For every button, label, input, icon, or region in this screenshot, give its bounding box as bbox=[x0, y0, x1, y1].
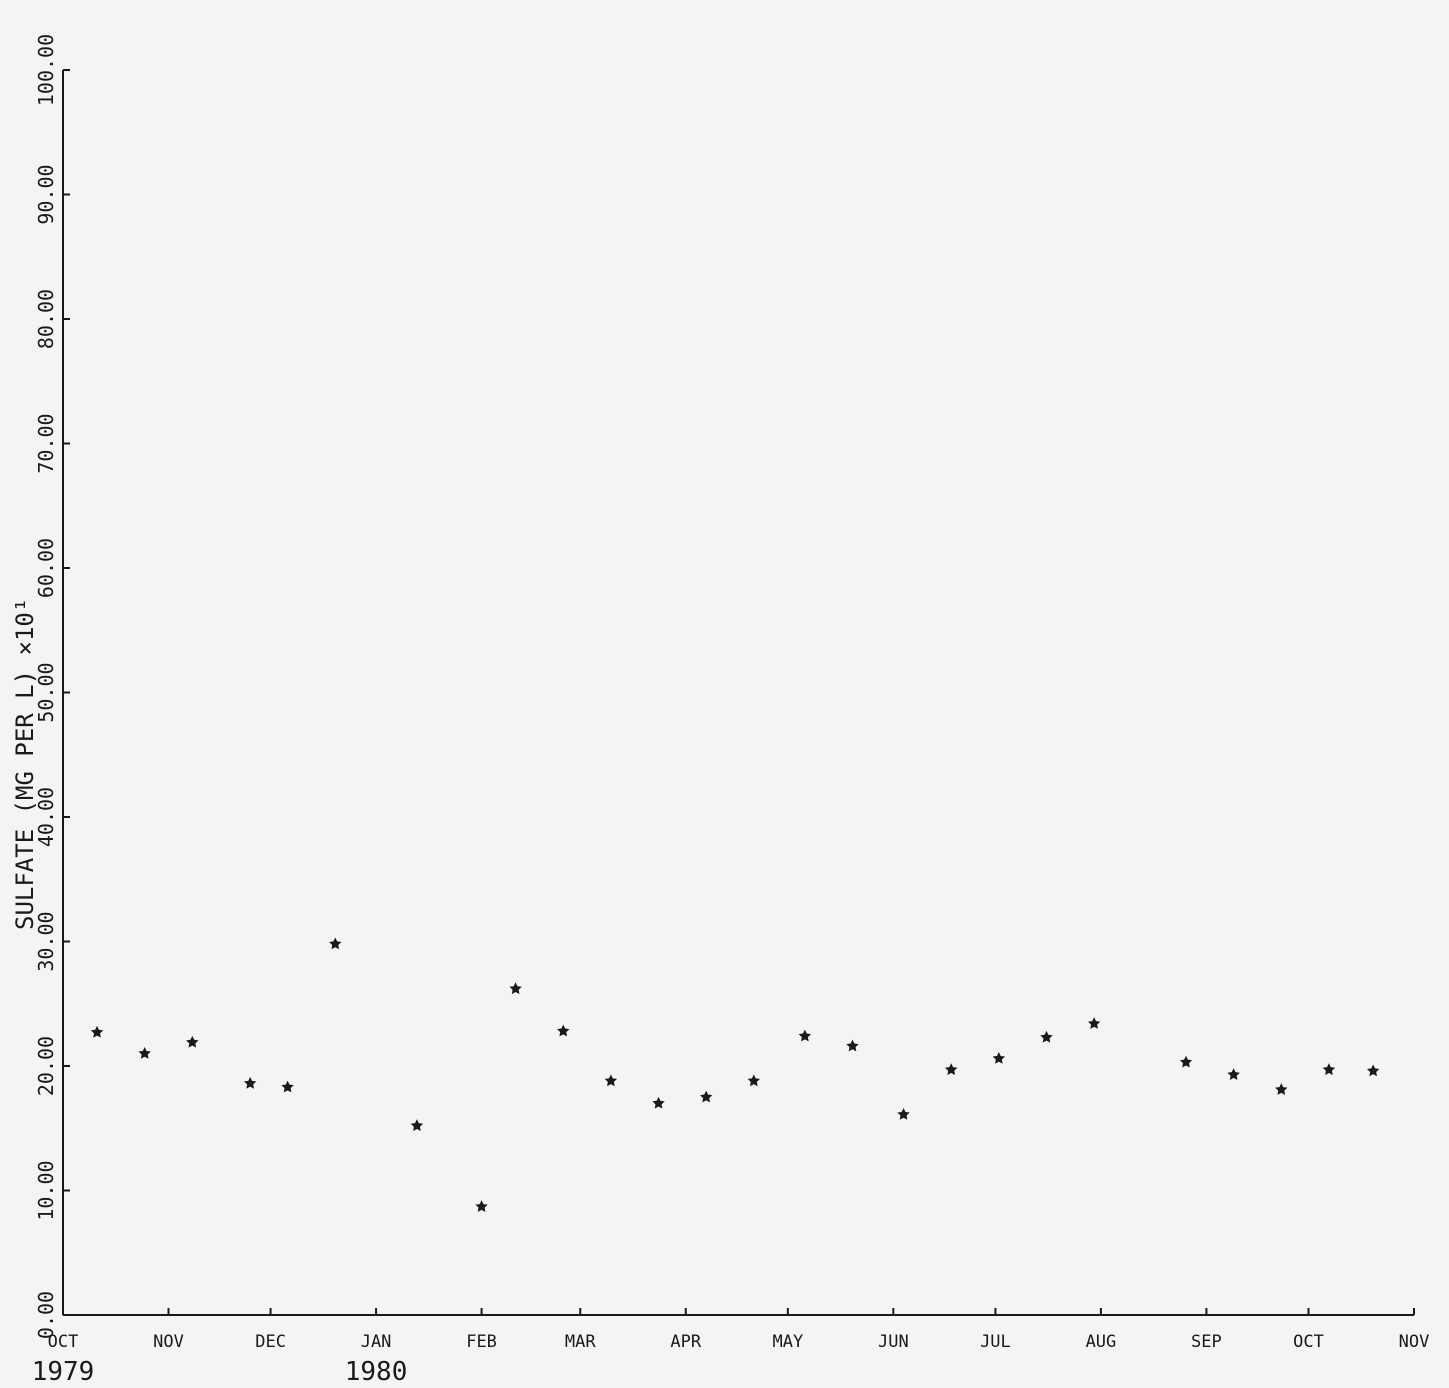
data-point bbox=[475, 1200, 488, 1212]
y-tick-label: 60.00 bbox=[34, 538, 58, 598]
y-tick-label: 30.00 bbox=[34, 911, 58, 971]
x-tick-label: AUG bbox=[1086, 1332, 1117, 1352]
data-point bbox=[846, 1039, 859, 1052]
x-tick-label: JUN bbox=[878, 1332, 909, 1352]
x-tick-label: JAN bbox=[361, 1332, 392, 1352]
data-point bbox=[243, 1076, 257, 1089]
y-tick-label: 90.00 bbox=[34, 164, 58, 224]
data-point bbox=[186, 1035, 199, 1048]
data-point bbox=[329, 937, 342, 950]
x-tick-label: OCT bbox=[1293, 1332, 1324, 1352]
data-point bbox=[1179, 1055, 1193, 1068]
x-ticks: OCT NOV DEC JAN FEB MAR APR MAY JUN JUL AUG SEP OCT N… bbox=[48, 1308, 1430, 1352]
data-point bbox=[138, 1047, 151, 1059]
data-point bbox=[1227, 1068, 1240, 1080]
x-tick-label: MAY bbox=[772, 1332, 803, 1352]
y-tick-label: 40.00 bbox=[34, 787, 58, 847]
y-tick-label: 80.00 bbox=[34, 289, 58, 349]
data-point bbox=[945, 1063, 958, 1075]
data-point bbox=[604, 1074, 618, 1087]
y-tick-label: 50.00 bbox=[34, 662, 58, 722]
data-point bbox=[652, 1096, 665, 1109]
data-point bbox=[1087, 1017, 1101, 1029]
data-point bbox=[897, 1108, 910, 1120]
data-point bbox=[1322, 1063, 1336, 1075]
x-tick-label: FEB bbox=[466, 1332, 497, 1352]
data-point bbox=[509, 982, 522, 995]
year-label: 1979 bbox=[32, 1357, 95, 1387]
x-tick-label: MAR bbox=[565, 1332, 596, 1352]
data-point bbox=[281, 1080, 294, 1093]
y-tick-label: 0.00 bbox=[34, 1291, 58, 1339]
data-point bbox=[699, 1090, 713, 1103]
data-point bbox=[90, 1025, 104, 1038]
data-point bbox=[992, 1052, 1006, 1064]
data-point bbox=[1275, 1083, 1288, 1095]
x-tick-label: JUL bbox=[980, 1332, 1011, 1352]
x-tick-label: DEC bbox=[255, 1332, 286, 1352]
x-tick-label: NOV bbox=[1399, 1332, 1430, 1352]
axes bbox=[62, 70, 1414, 1316]
year-labels: 1979 1980 bbox=[32, 1357, 408, 1387]
x-tick-label: NOV bbox=[153, 1332, 184, 1352]
y-tick-label: 10.00 bbox=[34, 1160, 58, 1220]
data-point bbox=[557, 1024, 570, 1037]
data-point bbox=[410, 1119, 424, 1132]
y-ticks: 0.00 10.00 20.00 30.00 40.00 50.00 60.00 70.00 8… bbox=[34, 34, 70, 1339]
y-axis-title: SULFATE (MG PER L) ×10¹ bbox=[11, 598, 39, 930]
data-points bbox=[90, 937, 1380, 1212]
y-tick-label: 20.00 bbox=[34, 1036, 58, 1096]
x-tick-label: OCT bbox=[48, 1332, 79, 1352]
y-tick-label: 70.00 bbox=[34, 413, 58, 473]
y-tick-label: 100.00 bbox=[34, 34, 58, 106]
data-point bbox=[798, 1029, 812, 1042]
data-point bbox=[1040, 1030, 1053, 1043]
data-point bbox=[747, 1074, 760, 1087]
data-point bbox=[1366, 1064, 1380, 1077]
x-tick-label: SEP bbox=[1191, 1332, 1222, 1352]
year-label: 1980 bbox=[345, 1357, 408, 1387]
x-tick-label: APR bbox=[670, 1332, 701, 1352]
